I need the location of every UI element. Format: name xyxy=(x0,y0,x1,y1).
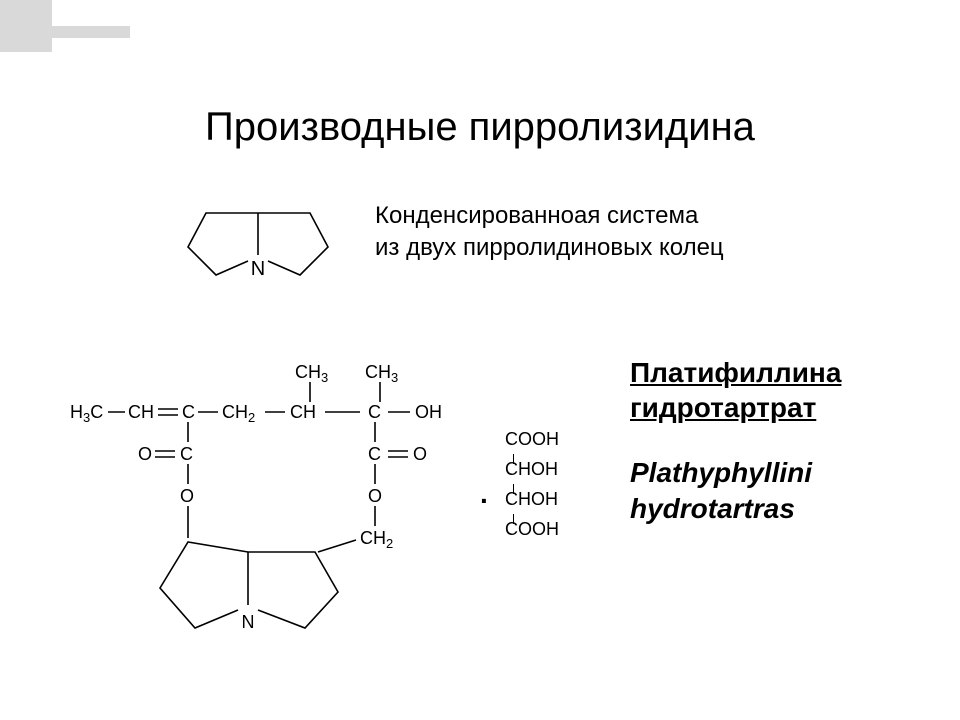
deco-bar xyxy=(52,26,130,38)
platyphylline-structure: CH3 CH3 H3C CH C CH2 CH C OH O C C O O xyxy=(70,360,490,700)
deco-square xyxy=(0,26,26,52)
chem-label: C xyxy=(182,402,195,422)
corner-decoration xyxy=(0,0,130,55)
chem-label: C xyxy=(368,402,381,422)
description-line: из двух пирролидиновых колец xyxy=(375,232,724,264)
chem-label: COOH xyxy=(505,520,559,548)
name-line: гидротартрат xyxy=(630,390,841,425)
deco-square xyxy=(0,0,26,26)
chem-label: C xyxy=(180,444,193,464)
name-line: Plathyphyllini xyxy=(630,455,812,491)
description-line: Конденсированноая система xyxy=(375,200,724,232)
nitrogen-label: N xyxy=(242,612,255,632)
tartaric-acid-structure: COOH CHOH CHOH COOH xyxy=(505,430,559,548)
slide-title: Производные пирролизидина xyxy=(0,105,960,150)
nitrogen-label: N xyxy=(251,258,265,280)
description: Конденсированноая система из двух пиррол… xyxy=(375,200,724,265)
salt-dot: · xyxy=(480,485,489,517)
chem-label: O xyxy=(180,486,194,506)
deco-square xyxy=(26,0,52,26)
chem-label: O xyxy=(138,444,152,464)
chem-label: CH3 xyxy=(365,362,398,385)
name-line: hydrotartras xyxy=(630,491,812,527)
pyrrolizidine-structure: N xyxy=(168,195,348,295)
chem-label: CH xyxy=(128,402,154,422)
chem-label: O xyxy=(413,444,427,464)
deco-square xyxy=(26,26,52,52)
chem-label: H3C xyxy=(70,402,103,425)
name-line: Платифиллина xyxy=(630,355,841,390)
chem-label: C xyxy=(368,444,381,464)
compound-name-russian: Платифиллина гидротартрат xyxy=(630,355,841,425)
chem-label: O xyxy=(368,486,382,506)
chem-label: CH3 xyxy=(295,362,328,385)
compound-name-latin: Plathyphyllini hydrotartras xyxy=(630,455,812,528)
chem-label: CH xyxy=(290,402,316,422)
chem-label: OH xyxy=(415,402,442,422)
chem-label: CH2 xyxy=(222,402,255,425)
chem-label: CH2 xyxy=(360,528,393,551)
